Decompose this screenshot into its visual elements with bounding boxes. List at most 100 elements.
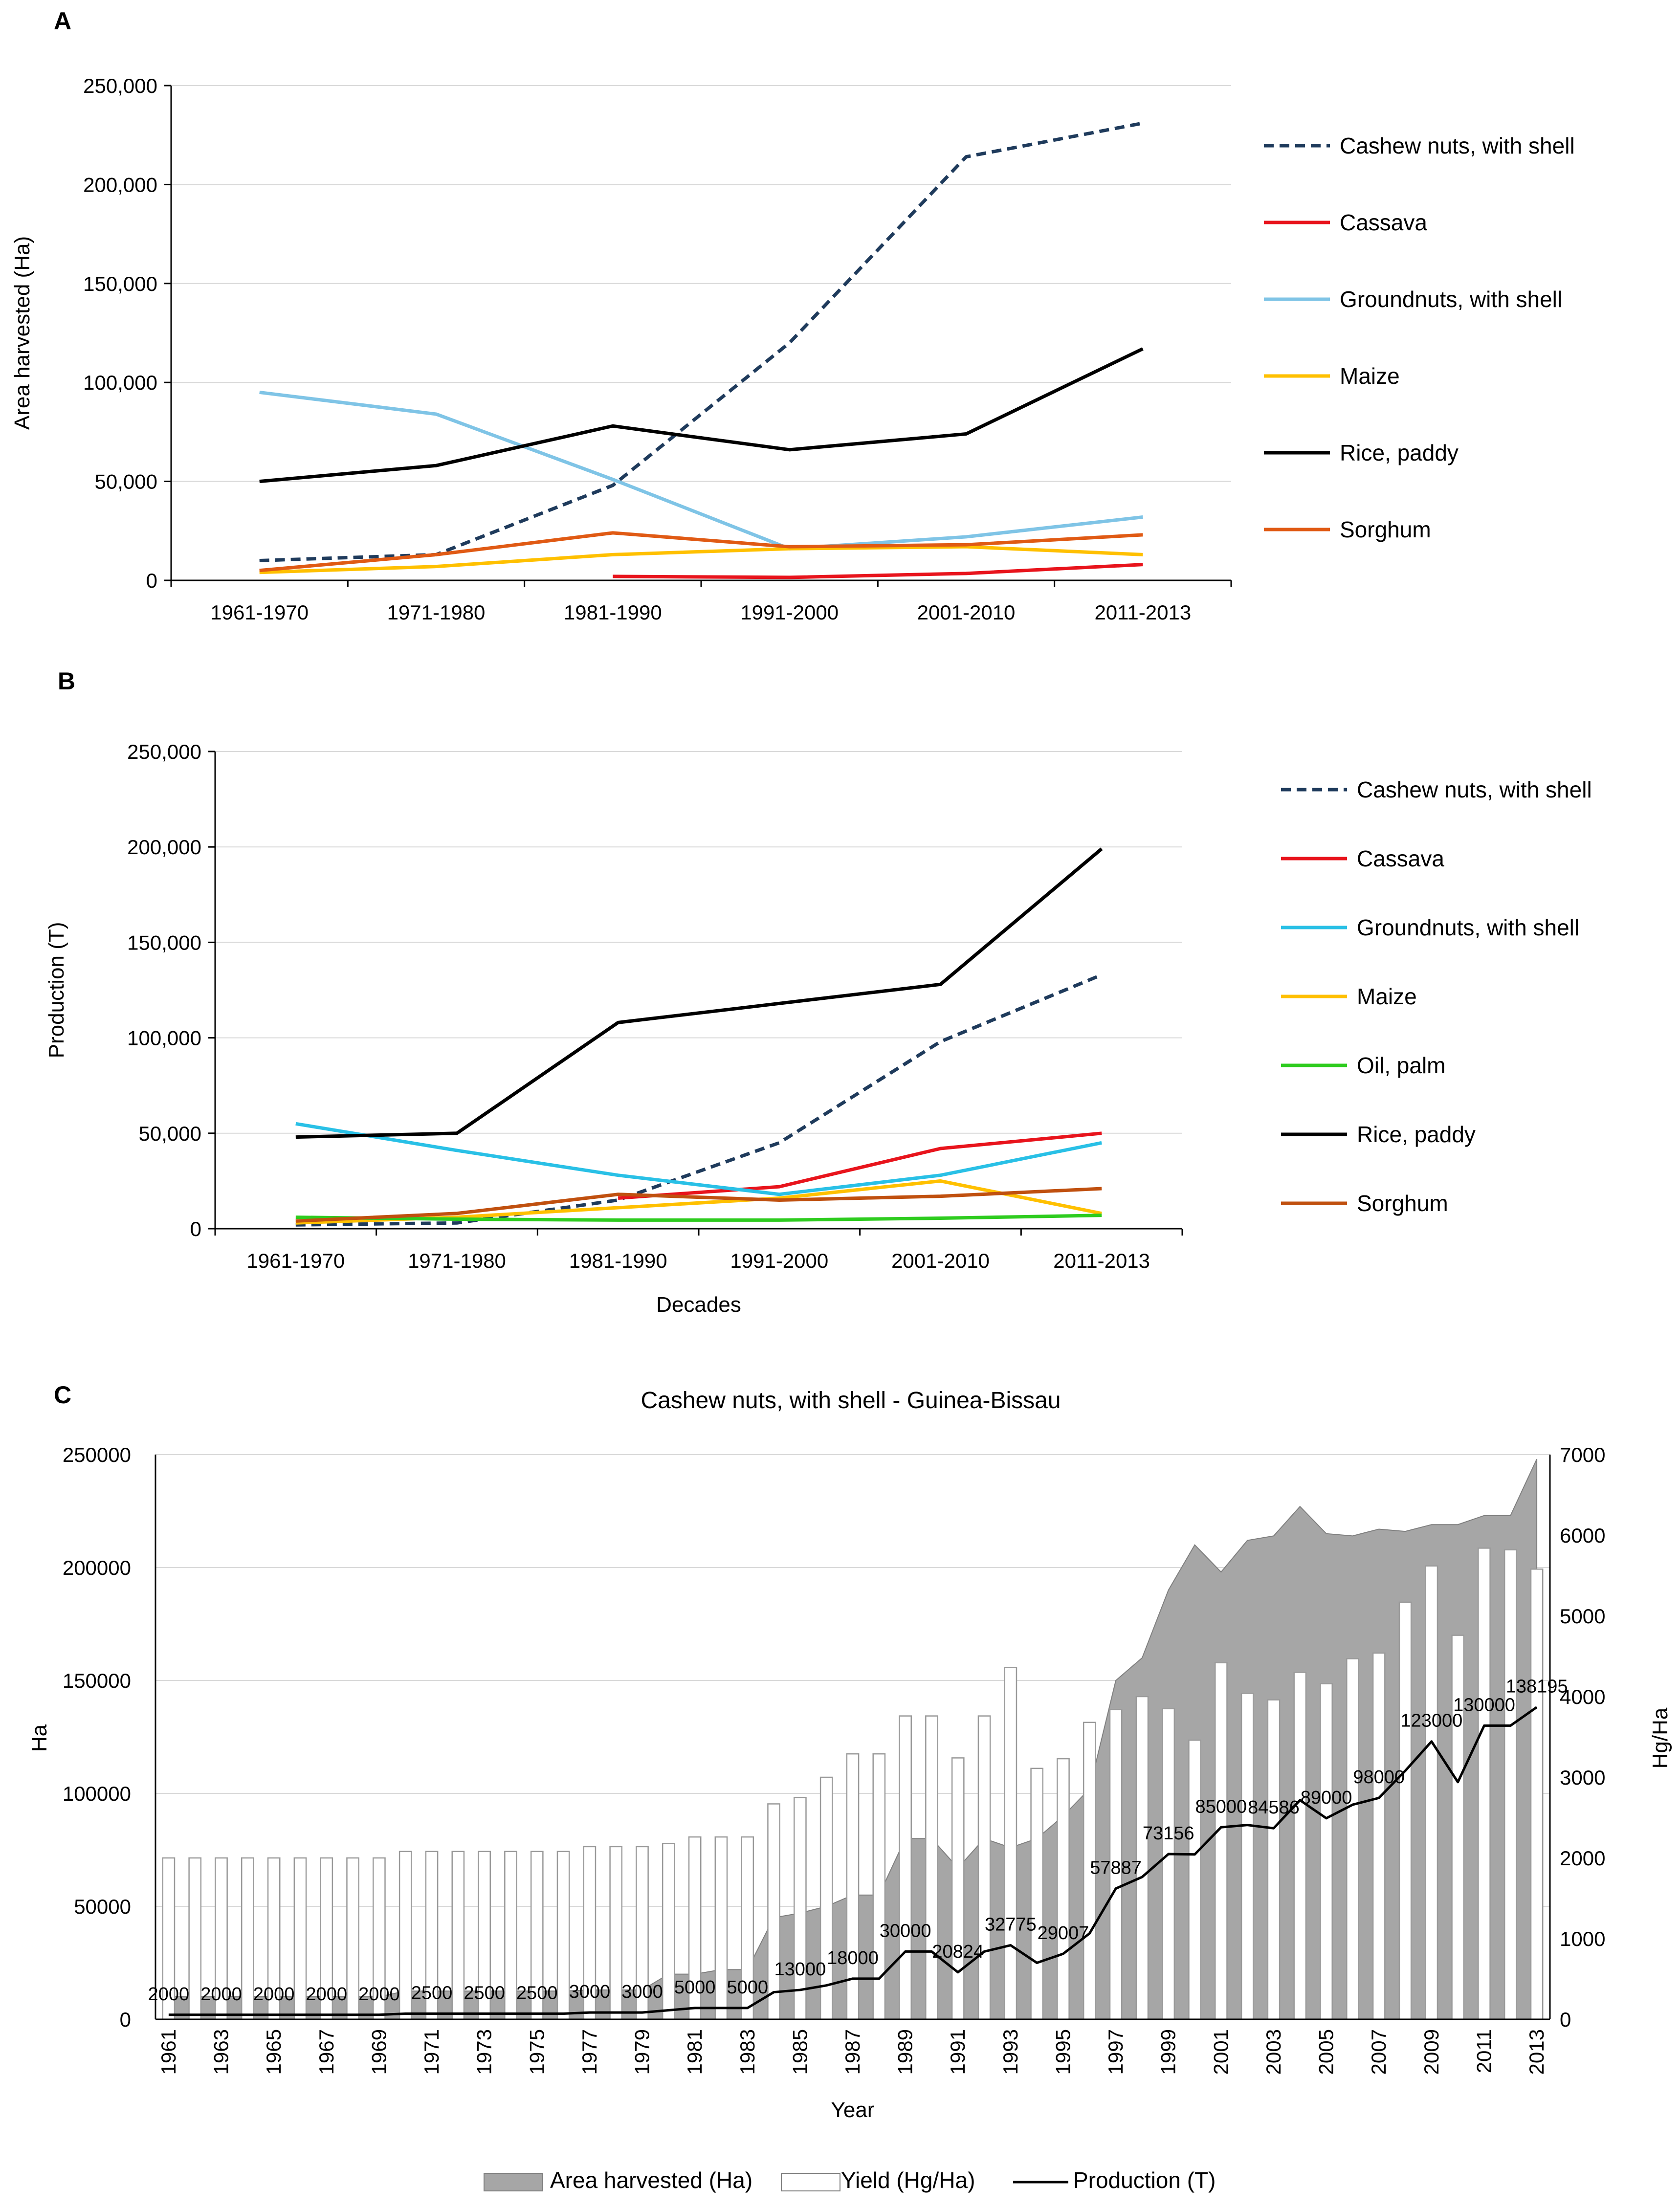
production-data-label: 5000 (727, 1977, 768, 1998)
yield-bar (398, 1851, 412, 2020)
y-tick-label: 150,000 (83, 272, 157, 295)
legend-label: Cassava (1340, 210, 1427, 235)
yield-bar (267, 1857, 281, 2020)
production-data-label: 85000 (1195, 1796, 1247, 1817)
yield-bar (1188, 1739, 1201, 2020)
yield-bar (215, 1857, 228, 2020)
production-data-label: 138195 (1506, 1677, 1568, 1697)
x-tick-label: 1985 (788, 2029, 811, 2075)
production-data-label: 2000 (306, 1984, 348, 2005)
yield-bar (1451, 1635, 1465, 2020)
y2-tick-label: 2000 (1560, 1847, 1605, 1870)
x-tick-label: 2011 (1472, 2029, 1495, 2073)
production-data-label: 3000 (569, 1982, 611, 2002)
series-line-cashew-nuts-with-shell (259, 121, 1143, 563)
x-tick-label: 1971-1980 (387, 601, 486, 624)
yield-bar (1267, 1699, 1281, 2020)
panel-a-chart: 0 50,000 100,000 150,000 200,000 250,000 1961-… (10, 74, 1575, 624)
x-tick-label: 2009 (1420, 2029, 1443, 2075)
x-tick-label: 2005 (1315, 2029, 1338, 2075)
yield-bar (1057, 1758, 1070, 2020)
x-tick-label: 2001-2010 (917, 601, 1016, 624)
yield-bar (320, 1857, 333, 2020)
y-tick-label: 50,000 (95, 470, 157, 493)
x-tick-label: 1961-1970 (210, 601, 309, 624)
yield-bar (662, 1843, 675, 2020)
production-data-label: 2500 (411, 1983, 453, 2003)
series-line-rice-paddy (259, 347, 1144, 484)
x-tick-label: 1997 (1104, 2029, 1127, 2075)
series-line-groundnuts-with-shell (295, 1122, 1102, 1196)
series-line-sorghum (259, 531, 1143, 573)
yield-bar (846, 1753, 860, 2020)
x-tick-label: 2003 (1262, 2029, 1285, 2075)
legend-label: Sorghum (1357, 1191, 1448, 1216)
x-tick-label: 1975 (525, 2029, 548, 2075)
x-tick-label: 1993 (999, 2029, 1022, 2075)
x-tick-label: 1981 (683, 2029, 706, 2075)
x-tick-label: 1977 (578, 2029, 601, 2075)
yield-bar (373, 1857, 386, 2020)
x-tick-label: 1991-2000 (730, 1249, 828, 1272)
panel-b-chart: 0 50,000 100,000 150,000 200,000 250,000 1961-… (44, 740, 1592, 1317)
y2-tick-label: 1000 (1560, 1927, 1605, 1950)
production-data-label: 20824 (932, 1942, 984, 1962)
production-data-label: 89000 (1301, 1788, 1352, 1808)
production-data-label: 32775 (985, 1915, 1037, 1935)
y2-axis-label: Hg/Ha (1648, 1707, 1672, 1768)
y-tick-label: 250,000 (83, 74, 157, 97)
yield-bar (1293, 1672, 1307, 2020)
yield-bar (1030, 1767, 1044, 2020)
y-tick-label: 200,000 (83, 173, 157, 196)
x-tick-label: 1969 (367, 2029, 390, 2075)
legend-label: Rice, paddy (1357, 1122, 1476, 1147)
y-tick-label: 0 (190, 1217, 201, 1240)
legend-label: Cassava (1357, 846, 1444, 871)
x-tick-label: 1999 (1157, 2029, 1180, 2075)
x-tick-label: 1981-1990 (569, 1249, 667, 1272)
yield-bar (162, 1857, 176, 2020)
series-line-groundnuts-with-shell (259, 390, 1143, 551)
production-line (168, 1706, 1538, 2016)
production-data-label: 73156 (1143, 1823, 1194, 1844)
x-tick-label: 1967 (315, 2029, 338, 2075)
series-line-oil-palm (295, 1214, 1102, 1222)
legend-swatch-area (484, 2173, 543, 2191)
production-data-label: 5000 (674, 1977, 716, 1998)
yield-bar (1425, 1565, 1438, 2020)
y-tick-label: 200000 (63, 1556, 131, 1579)
y-tick-label: 150000 (63, 1669, 131, 1692)
x-tick-label: 2001-2010 (891, 1249, 990, 1272)
legend-label: Groundnuts, with shell (1340, 287, 1562, 312)
y-tick-label: 50000 (74, 1895, 131, 1918)
yield-bar (1478, 1547, 1491, 2020)
legend-label: Rice, paddy (1340, 440, 1459, 465)
series-line-sorghum (295, 1187, 1102, 1223)
panel-letter-a: A (54, 7, 71, 35)
x-tick-label: 1995 (1051, 2029, 1074, 2075)
yield-bar (1215, 1662, 1228, 2020)
x-tick-label: 1961-1970 (246, 1249, 345, 1272)
x-tick-label: 2007 (1367, 2029, 1390, 2075)
production-data-label: 84586 (1248, 1797, 1300, 1818)
series-line-cashew-nuts-with-shell (295, 973, 1103, 1227)
y-tick-label: 100,000 (127, 1027, 201, 1050)
legend-label: Production (T) (1073, 2167, 1216, 2193)
legend-label: Groundnuts, with shell (1357, 915, 1579, 940)
x-tick-label: 1991 (946, 2029, 969, 2075)
x-tick-label: 1965 (262, 2029, 285, 2075)
x-tick-label: 1987 (841, 2029, 864, 2075)
yield-bar (951, 1757, 965, 2020)
x-tick-label: 2011-2013 (1094, 601, 1191, 624)
panel-letter-b: B (58, 667, 75, 695)
production-data-label: 30000 (880, 1921, 931, 1941)
y-axis-label: Production (T) (44, 922, 68, 1059)
production-data-label: 2000 (200, 1984, 242, 2005)
legend-swatch-yield (781, 2173, 840, 2191)
yield-bar (794, 1797, 807, 2020)
yield-bar (925, 1715, 938, 2020)
production-data-label: 57887 (1090, 1858, 1142, 1878)
x-tick-label: 1971-1980 (408, 1249, 506, 1272)
yield-bar (1372, 1652, 1386, 2020)
legend-label: Sorghum (1340, 517, 1431, 542)
